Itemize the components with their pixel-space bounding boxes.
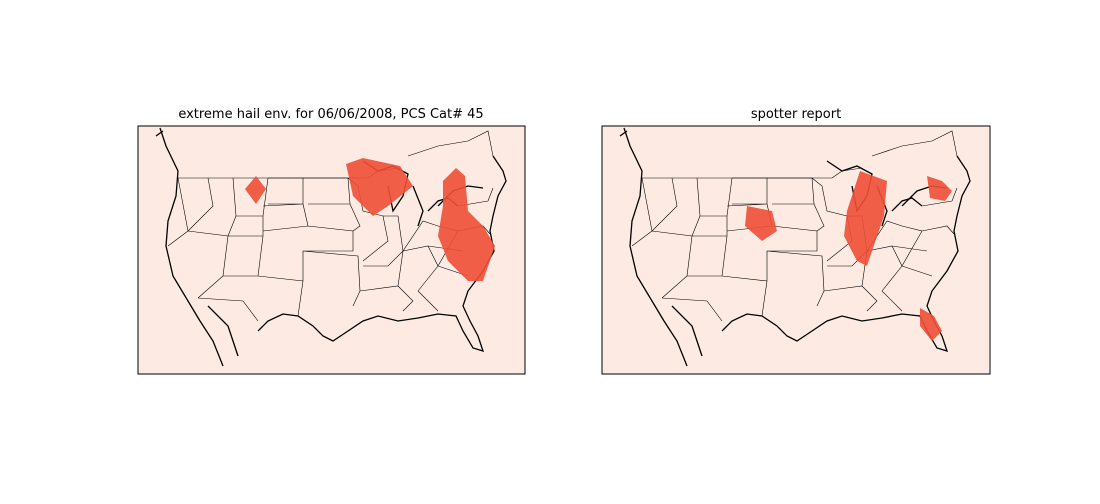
map-panel <box>137 125 526 375</box>
panel-title: extreme hail env. for 06/06/2008, PCS Ca… <box>178 107 483 122</box>
map-panel <box>601 125 991 375</box>
panel-title: spotter report <box>751 107 841 122</box>
